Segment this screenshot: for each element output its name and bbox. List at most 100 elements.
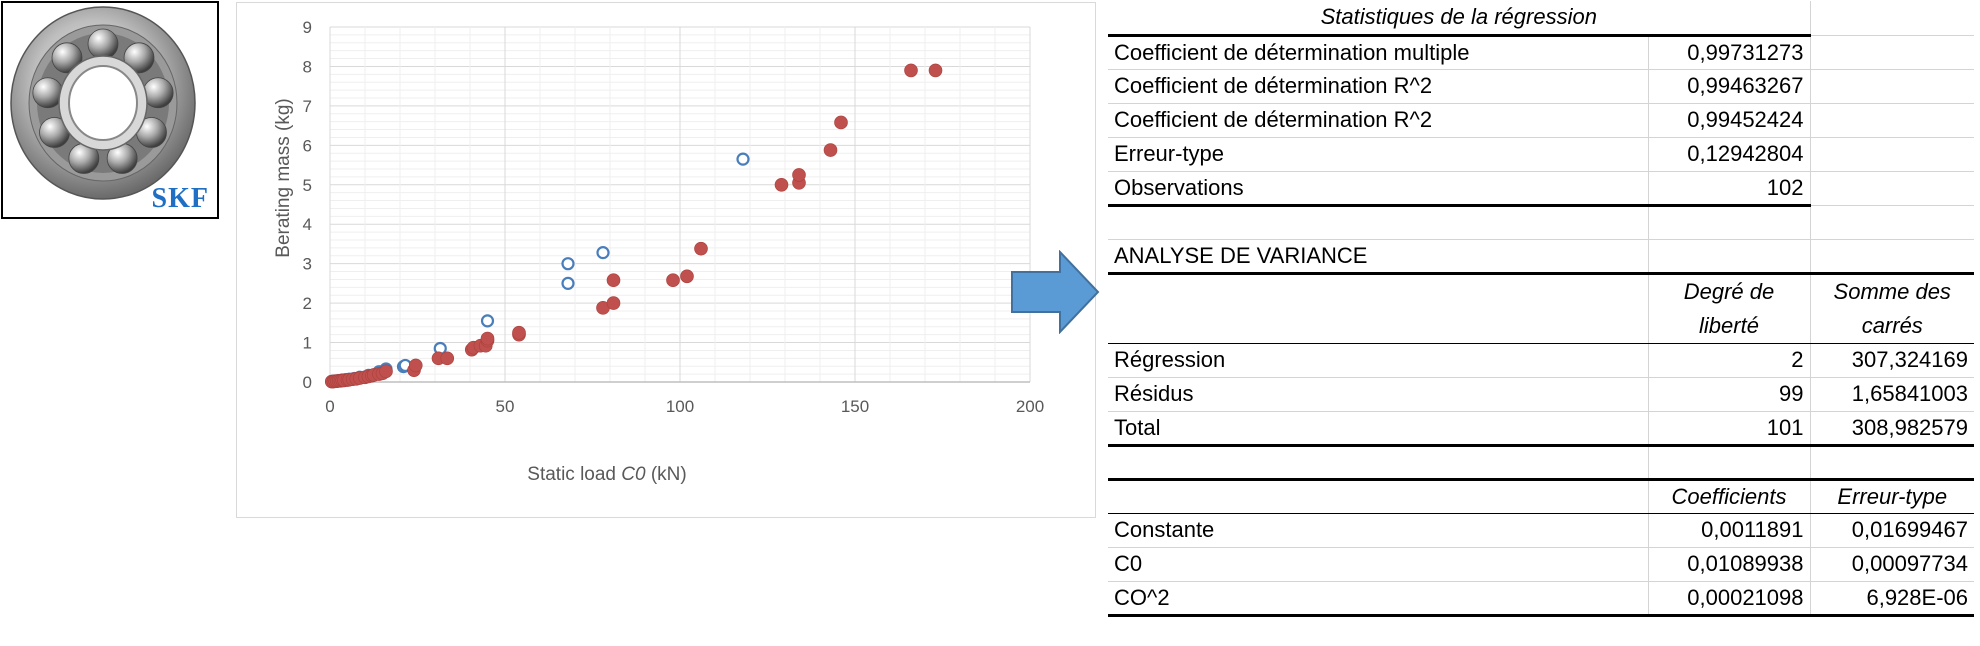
data-point-filled	[606, 273, 621, 288]
data-point-hollow	[561, 257, 575, 271]
ball-bearing-icon	[10, 6, 196, 200]
coef-label: Constante	[1108, 513, 1649, 548]
x-axis-title: Static load C0 (kN)	[527, 464, 686, 485]
tick-labels: 0 50 100 150 200 0 1 2 3 4 5 6 7 8 9	[303, 18, 1045, 416]
right-arrow-icon	[1011, 250, 1100, 334]
y-tick-label: 9	[303, 18, 312, 37]
stats-row: Coefficient de détermination R^2 0,99463…	[1108, 69, 1974, 104]
spacer-row	[1108, 445, 1974, 481]
data-point-filled	[694, 241, 708, 256]
data-point-filled	[928, 63, 943, 78]
coef-se: 0,01699467	[1810, 513, 1974, 548]
data-point-filled	[792, 168, 806, 182]
coef-value: 0,01089938	[1648, 547, 1811, 582]
anova-ss: 307,324169	[1810, 343, 1974, 378]
axes	[329, 27, 1030, 383]
y-tick-label: 3	[303, 255, 312, 274]
y-tick-label: 1	[303, 334, 312, 353]
y-tick-label: 5	[303, 176, 312, 195]
x-tick-label: 200	[1016, 397, 1044, 416]
stats-value: 0,12942804	[1648, 137, 1811, 172]
x-tick-label: 50	[496, 397, 515, 416]
stats-value: 0,99452424	[1648, 103, 1811, 138]
coef-row: C0 0,01089938 0,00097734	[1108, 547, 1974, 582]
stats-value: 0,99731273	[1648, 35, 1811, 70]
skf-bearing-logo: SKF	[1, 1, 219, 219]
anova-header-ss: Somme des carrés	[1810, 273, 1974, 344]
regression-table: Statistiques de la régression Coefficien…	[1108, 1, 1974, 617]
coef-value: 0,0011891	[1648, 513, 1811, 548]
anova-label: Résidus	[1108, 377, 1649, 412]
coef-header-row: Coefficients Erreur-type	[1108, 479, 1974, 514]
data-point-filled	[512, 325, 526, 340]
coef-label: CO^2	[1108, 581, 1649, 617]
coef-row: CO^2 0,00021098 6,928E-06	[1108, 581, 1974, 617]
data-point-hollow	[596, 246, 610, 260]
brand-name: SKF	[151, 183, 209, 214]
y-tick-label: 2	[303, 294, 312, 313]
anova-title: ANALYSE DE VARIANCE	[1108, 239, 1649, 275]
data-point-filled	[666, 273, 680, 288]
anova-row: Régression 2 307,324169	[1108, 343, 1974, 378]
data-point-hollow	[480, 314, 495, 328]
data-point-filled	[680, 269, 694, 284]
bearing-ball	[87, 28, 119, 60]
coef-header-se: Erreur-type	[1810, 479, 1974, 514]
y-tick-label: 4	[303, 215, 312, 234]
spacer-row	[1108, 205, 1974, 240]
y-tick-label: 0	[303, 373, 312, 392]
anova-label: Total	[1108, 411, 1649, 447]
x-tick-label: 0	[325, 397, 334, 416]
data-point-hollow	[561, 276, 575, 290]
stats-label: Erreur-type	[1108, 137, 1649, 172]
data-point-filled	[408, 358, 423, 373]
stats-title-row: Statistiques de la régression	[1108, 1, 1974, 37]
chart-canvas: 0 50 100 150 200 0 1 2 3 4 5 6 7 8 9 Berating mass (kg…	[273, 18, 1045, 485]
data-point-filled	[823, 143, 838, 157]
coef-label: C0	[1108, 547, 1649, 582]
x-tick-label: 150	[841, 397, 869, 416]
stats-value: 0,99463267	[1648, 69, 1811, 104]
x-tick-label: 100	[666, 397, 694, 416]
stats-title: Statistiques de la régression	[1108, 1, 1811, 37]
data-points	[324, 63, 943, 389]
y-axis-title: Berating mass (kg)	[273, 98, 294, 257]
data-point-hollow	[736, 152, 750, 166]
anova-label: Régression	[1108, 343, 1649, 378]
anova-row: Total 101 308,982579	[1108, 411, 1974, 447]
grid	[329, 26, 1031, 383]
coef-value: 0,00021098	[1648, 581, 1811, 617]
anova-row: Résidus 99 1,65841003	[1108, 377, 1974, 412]
stats-label: Coefficient de détermination R^2	[1108, 103, 1649, 138]
anova-header-row: Degré de liberté Somme des carrés	[1108, 273, 1974, 344]
scatter-chart: 0 50 100 150 200 0 1 2 3 4 5 6 7 8 9 Berating mass (kg…	[236, 2, 1096, 518]
coef-se: 0,00097734	[1810, 547, 1974, 582]
stats-label: Coefficient de détermination R^2	[1108, 69, 1649, 104]
data-point-filled	[606, 296, 621, 310]
stats-row: Coefficient de détermination R^2 0,99452…	[1108, 103, 1974, 138]
data-point-filled	[774, 177, 789, 192]
anova-df: 2	[1648, 343, 1811, 378]
data-point-filled	[904, 63, 918, 78]
stats-row: Erreur-type 0,12942804	[1108, 137, 1974, 172]
stats-value: 102	[1648, 171, 1811, 207]
coef-header-coef: Coefficients	[1648, 479, 1811, 514]
anova-ss: 1,65841003	[1810, 377, 1974, 412]
anova-df: 101	[1648, 411, 1811, 447]
y-tick-label: 6	[303, 136, 312, 155]
anova-ss: 308,982579	[1810, 411, 1974, 447]
data-point-filled	[834, 115, 848, 130]
anova-title-row: ANALYSE DE VARIANCE	[1108, 239, 1974, 275]
stats-label: Coefficient de détermination multiple	[1108, 35, 1649, 70]
y-tick-label: 7	[303, 97, 312, 116]
stats-row: Observations 102	[1108, 171, 1974, 207]
data-point-filled	[480, 331, 495, 346]
stats-row: Coefficient de détermination multiple 0,…	[1108, 35, 1974, 70]
bearing-ball	[123, 42, 155, 74]
stats-label: Observations	[1108, 171, 1649, 207]
anova-df: 99	[1648, 377, 1811, 412]
data-point-filled	[440, 351, 455, 366]
bearing-ball	[51, 42, 83, 74]
anova-header-df: Degré de liberté	[1648, 273, 1811, 344]
y-tick-label: 8	[303, 57, 312, 76]
